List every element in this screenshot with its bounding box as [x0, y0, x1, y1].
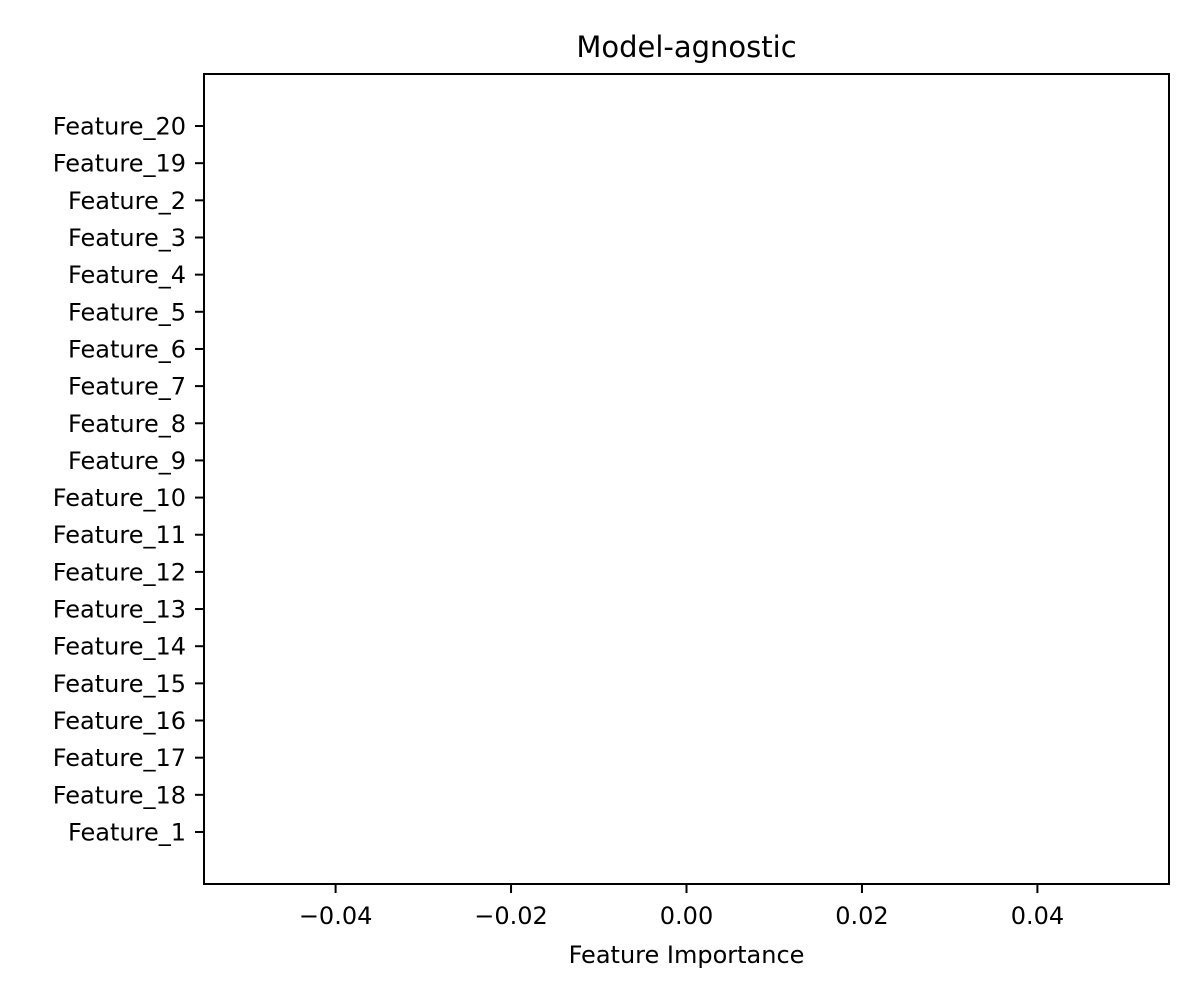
y-tick-label: Feature_13: [53, 596, 186, 624]
y-tick-label: Feature_7: [68, 373, 186, 401]
y-tick-label: Feature_16: [53, 707, 186, 735]
y-tick-label: Feature_5: [68, 298, 186, 326]
y-tick-label: Feature_15: [53, 670, 186, 698]
x-tick-label: 0.02: [835, 902, 888, 930]
y-axis-ticks: Feature_1 Feature_18 Feature_17 Feature_16 F…: [53, 113, 204, 846]
y-tick-label: Feature_10: [53, 484, 186, 512]
y-tick-label: Feature_4: [68, 261, 186, 289]
plot-area-frame: [203, 73, 1170, 885]
y-tick-label: Feature_3: [68, 224, 186, 252]
x-tick-label: 0.00: [660, 902, 713, 930]
y-tick-label: Feature_12: [53, 558, 186, 586]
y-tick-label: Feature_9: [68, 447, 186, 475]
x-tick-label: 0.04: [1011, 902, 1064, 930]
y-tick-label: Feature_6: [68, 335, 186, 363]
y-tick-label: Feature_11: [53, 521, 186, 549]
y-tick-label: Feature_17: [53, 744, 186, 772]
y-tick-label: Feature_14: [53, 633, 186, 661]
chart-title: Model-agnostic: [576, 30, 796, 64]
y-tick-label: Feature_18: [53, 781, 186, 809]
y-tick-label: Feature_2: [68, 187, 186, 215]
x-tick-label: −0.04: [299, 902, 373, 930]
y-tick-label: Feature_20: [53, 113, 186, 141]
y-tick-label: Feature_19: [53, 150, 186, 178]
y-tick-label: Feature_8: [68, 410, 186, 438]
x-tick-label: −0.02: [474, 902, 548, 930]
y-tick-label: Feature_1: [68, 818, 186, 846]
x-axis-label: Feature Importance: [569, 941, 805, 969]
x-axis-ticks: −0.04 −0.02 0.00 0.02 0.04: [299, 884, 1064, 930]
